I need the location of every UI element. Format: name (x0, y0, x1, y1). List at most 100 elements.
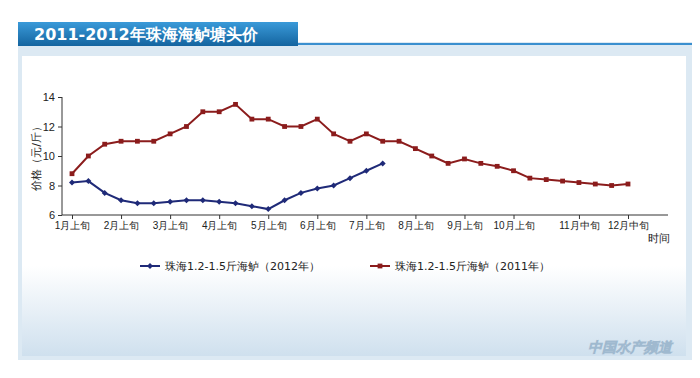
x-tick-label: 5月上旬 (251, 220, 287, 231)
series-marker (380, 160, 386, 166)
series-marker (478, 161, 483, 166)
x-tick: 6月上旬 (300, 215, 336, 231)
y-tick-label: 12 (43, 121, 55, 133)
chart-container: 2011-2012年珠海海鲈塘头价681012141月上旬2月上旬3月上旬4月上… (0, 0, 700, 378)
series-marker (102, 190, 108, 196)
x-tick: 7月上旬 (349, 215, 385, 231)
series-marker (347, 175, 353, 181)
x-tick-mark (72, 215, 73, 219)
y-tick-mark (58, 97, 62, 98)
x-tick-mark (579, 215, 580, 219)
series-marker (314, 185, 320, 191)
x-tick: 8月上旬 (398, 215, 434, 231)
y-tick-mark (58, 186, 62, 187)
series-marker (233, 200, 239, 206)
series-marker (413, 146, 418, 151)
series-marker (265, 206, 271, 212)
series-marker (86, 154, 91, 159)
x-tick-label: 4月上旬 (202, 220, 238, 231)
y-tick-label: 8 (49, 180, 55, 192)
series-marker (331, 183, 337, 189)
series-marker (315, 117, 320, 122)
x-tick: 12月中旬 (608, 215, 649, 231)
x-tick: 10月上旬 (493, 215, 534, 231)
x-tick: 11月中旬 (559, 215, 599, 231)
series-line (72, 163, 383, 209)
series-marker (168, 131, 173, 136)
x-tick-mark (317, 215, 318, 219)
x-tick: 5月上旬 (251, 215, 287, 231)
x-tick-label: 1月上旬 (55, 220, 91, 231)
x-tick-mark (628, 215, 629, 219)
series-marker (183, 197, 189, 203)
x-tick: 1月上旬 (55, 215, 91, 231)
y-tick-mark (58, 215, 62, 216)
series-marker (560, 179, 565, 184)
series-marker (397, 139, 402, 144)
x-tick-mark (219, 215, 220, 219)
series-marker (364, 131, 369, 136)
x-tick-mark (268, 215, 269, 219)
x-tick: 4月上旬 (202, 215, 238, 231)
series-marker (135, 139, 140, 144)
series-marker (511, 168, 516, 173)
series-marker (299, 124, 304, 129)
chart-title: 2011-2012年珠海海鲈塘头价 (34, 25, 259, 44)
series-marker (609, 183, 614, 188)
plot-panel (22, 56, 686, 356)
series-marker (282, 124, 287, 129)
series-marker (462, 157, 467, 162)
title-rule (298, 43, 692, 45)
series-marker (429, 154, 434, 159)
y-tick-mark (58, 127, 62, 128)
series-marker (495, 164, 500, 169)
series-marker (593, 182, 598, 187)
y-tick: 12 (43, 121, 62, 133)
x-tick-label: 11月中旬 (559, 220, 599, 231)
series-line (72, 104, 628, 185)
series-marker (249, 117, 254, 122)
series-marker (363, 168, 369, 174)
x-tick-label: 9月上旬 (447, 220, 483, 231)
series-marker (266, 117, 271, 122)
series-marker (200, 109, 205, 114)
series-marker (151, 139, 156, 144)
x-tick-mark (121, 215, 122, 219)
title-bar (18, 22, 298, 46)
x-tick-mark (170, 215, 171, 219)
series-marker (380, 139, 385, 144)
series-marker (282, 197, 288, 203)
source-watermark: 中国水产频道 (588, 339, 674, 355)
x-tick-mark (514, 215, 515, 219)
legend-label: 珠海1.2-1.5斤海鲈（2011年） (395, 260, 550, 273)
legend-marker (378, 264, 383, 269)
legend-marker (147, 263, 153, 269)
x-tick: 9月上旬 (447, 215, 483, 231)
x-tick-label: 6月上旬 (300, 220, 336, 231)
y-tick-label: 14 (43, 91, 55, 103)
series-marker (249, 203, 255, 209)
x-tick-mark (366, 215, 367, 219)
series-marker (184, 124, 189, 129)
series-marker (85, 178, 91, 184)
y-axis: 68101214 (43, 91, 62, 221)
x-axis-line (62, 215, 668, 216)
series-marker (118, 197, 124, 203)
x-tick-label: 12月中旬 (608, 220, 649, 231)
series-marker (233, 102, 238, 107)
series-marker (298, 190, 304, 196)
series-marker (544, 177, 549, 182)
legend: 珠海1.2-1.5斤海鲈（2012年）珠海1.2-1.5斤海鲈（2011年） (140, 260, 550, 273)
y-tick-label: 10 (43, 150, 55, 162)
series-marker (626, 182, 631, 187)
x-tick-label: 3月上旬 (153, 220, 189, 231)
series-marker (348, 139, 353, 144)
x-tick-mark (415, 215, 416, 219)
x-axis-title: 时间 (648, 232, 670, 245)
series-marker (167, 199, 173, 205)
x-tick: 2月上旬 (104, 215, 140, 231)
chart-svg: 2011-2012年珠海海鲈塘头价681012141月上旬2月上旬3月上旬4月上… (0, 0, 700, 378)
series-marker (151, 200, 157, 206)
series-marker (527, 176, 532, 181)
series-marker (331, 131, 336, 136)
